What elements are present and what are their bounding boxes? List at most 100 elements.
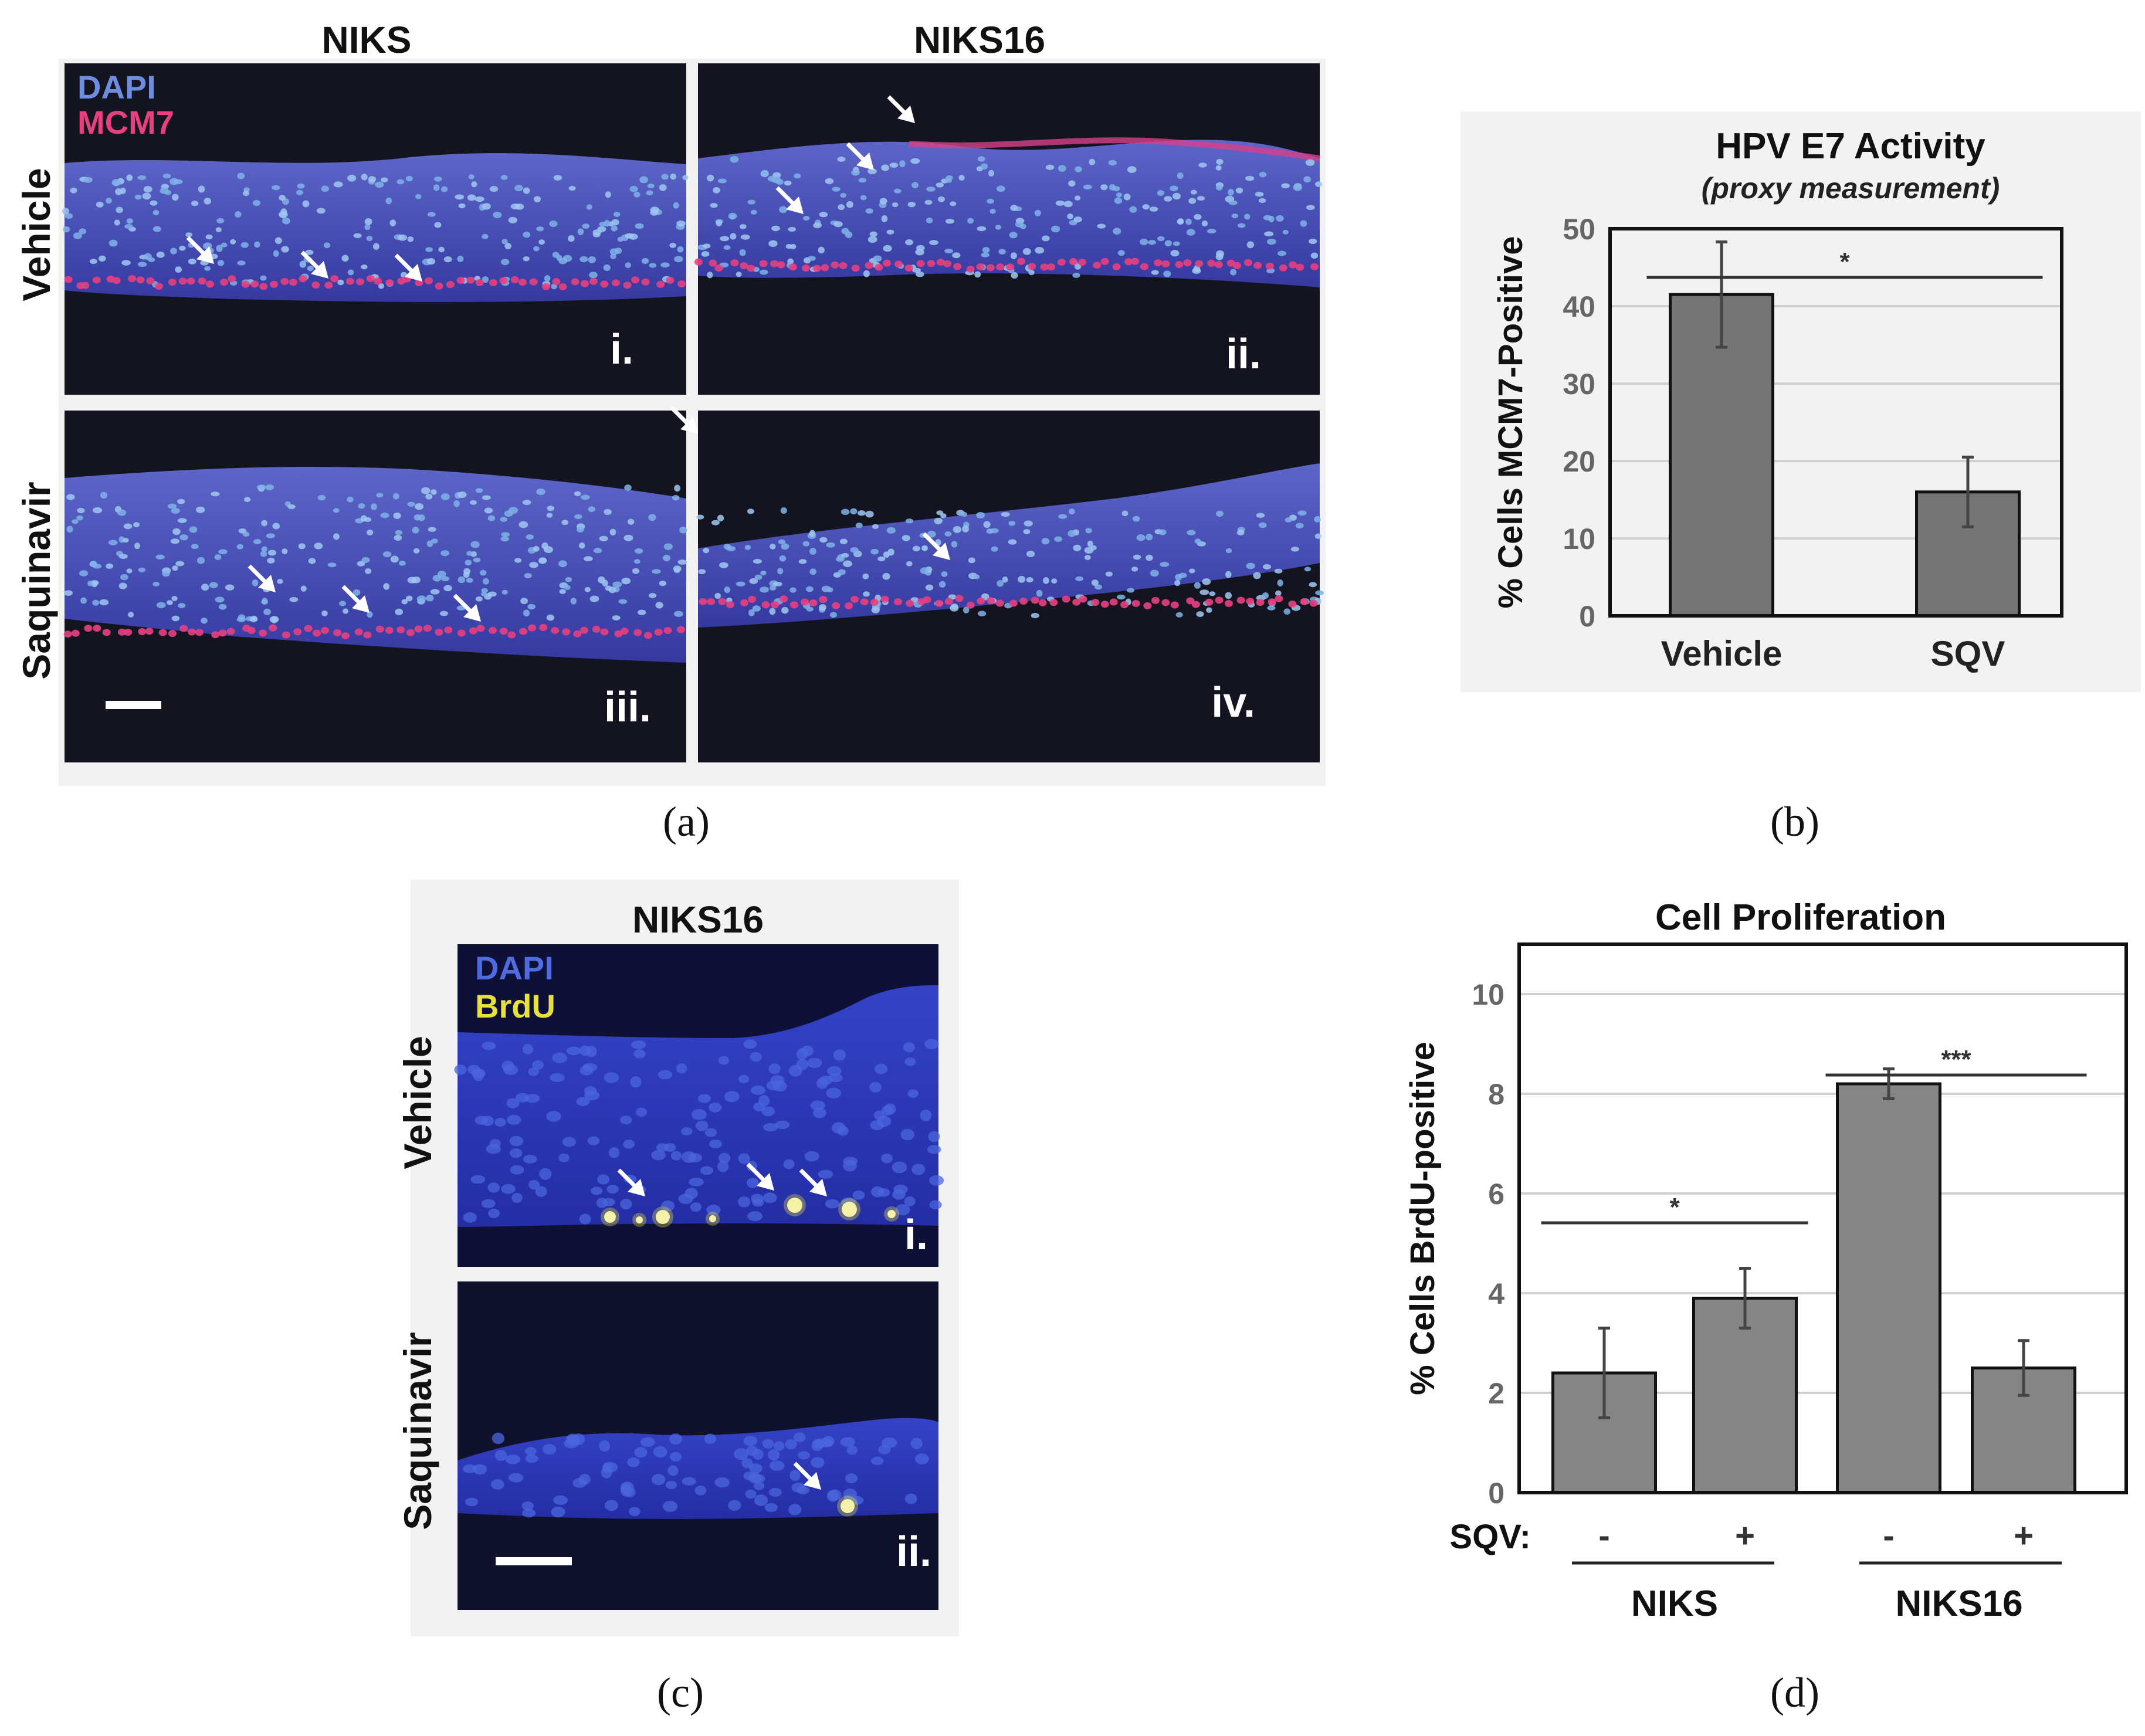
nucleus — [463, 1464, 477, 1473]
nucleus — [116, 206, 123, 213]
nucleus — [175, 561, 185, 567]
nucleus — [376, 493, 384, 498]
nucleus — [357, 561, 365, 567]
mcm7-positive-nucleus — [955, 595, 964, 602]
nucleus — [142, 192, 151, 200]
nucleus — [235, 211, 242, 218]
mcm7-positive-nucleus — [93, 625, 101, 632]
nucleus — [1282, 229, 1289, 235]
nucleus — [508, 1473, 524, 1483]
nucleus — [789, 1470, 801, 1481]
nucleus — [252, 579, 259, 586]
nuclei-tile-i — [62, 172, 689, 290]
mcm7-positive-nucleus — [935, 599, 944, 607]
nucleus — [1236, 530, 1245, 536]
mcm7-positive-nucleus — [499, 628, 508, 635]
nucleus — [743, 1039, 757, 1049]
mcm7-positive-nucleus — [953, 263, 962, 270]
nucleus — [80, 597, 87, 604]
nucleus — [296, 189, 304, 195]
mcm7-positive-nucleus — [138, 628, 147, 635]
nucleus — [282, 548, 288, 554]
nucleus — [172, 528, 181, 535]
nucleus — [1024, 520, 1033, 527]
nucleus — [1158, 529, 1167, 535]
mcm7-positive-nucleus — [562, 628, 571, 636]
nucleus — [768, 1063, 781, 1074]
nucleus — [983, 521, 991, 528]
nucleus — [148, 257, 155, 262]
nucleus — [718, 1056, 730, 1065]
nucleus — [737, 1196, 751, 1208]
nucleus — [394, 534, 402, 541]
arrow-head — [680, 416, 698, 434]
mcm7-positive-nucleus — [1310, 263, 1319, 270]
nucleus — [584, 586, 591, 592]
nucleus — [631, 1040, 646, 1049]
nucleus — [433, 177, 442, 182]
mcm7-positive-nucleus — [1120, 601, 1129, 609]
nucleus — [649, 263, 656, 268]
nucleus — [143, 186, 153, 193]
nucleus — [902, 535, 910, 541]
mcm7-positive-nucleus — [943, 260, 952, 267]
mcm7-positive-nucleus — [269, 624, 277, 632]
nucleus — [802, 215, 810, 221]
mcm7-positive-nucleus — [1028, 263, 1036, 270]
nucleus — [911, 182, 919, 188]
nucleus — [574, 514, 582, 520]
nucleus — [664, 1143, 676, 1152]
nucleus — [66, 525, 73, 533]
mcm7-positive-nucleus — [611, 279, 620, 287]
mcm7-positive-nucleus — [541, 283, 550, 290]
nucleus — [570, 598, 577, 605]
nucleus — [586, 204, 592, 210]
mcm7-positive-nucleus — [966, 601, 975, 609]
mcm7-positive-nucleus — [259, 283, 268, 290]
nucleus — [1277, 579, 1283, 586]
nucleus — [489, 186, 499, 192]
nucleus — [70, 187, 77, 194]
nucleus — [543, 1444, 557, 1455]
nucleus — [482, 203, 491, 210]
nucleus — [272, 523, 280, 530]
nucleus — [278, 211, 288, 218]
mcm7-positive-nucleus — [102, 629, 111, 636]
nucleus — [822, 1436, 835, 1447]
nucleus — [1127, 166, 1137, 173]
nucleus — [559, 589, 566, 594]
nucleus — [813, 1107, 826, 1118]
mcm7-positive-nucleus — [620, 628, 629, 635]
nucleus — [1290, 547, 1300, 552]
nucleus — [527, 603, 536, 610]
y-tick-label: 4 — [1488, 1277, 1504, 1310]
nucleus — [858, 178, 867, 183]
nucleus — [748, 1472, 762, 1484]
mcm7-positive-nucleus — [489, 279, 497, 287]
nucleus — [1174, 579, 1181, 586]
mcm7-positive-nucleus — [1057, 259, 1066, 266]
nucleus — [473, 1464, 487, 1475]
nucleus — [413, 548, 420, 554]
nucleus — [529, 562, 538, 568]
nucleus — [1246, 241, 1255, 249]
arrow-head — [628, 1179, 645, 1196]
nucleus — [609, 248, 619, 255]
nucleus — [1011, 272, 1018, 279]
nucleus — [670, 1151, 682, 1161]
nuclei-tile-ii — [694, 156, 1323, 279]
nucleus — [364, 223, 371, 230]
y-tick-label: 30 — [1563, 368, 1595, 401]
nucleus — [162, 571, 170, 577]
nucleus — [924, 1039, 939, 1049]
nucleus — [841, 228, 849, 235]
nucleus — [160, 188, 169, 194]
arrow-head — [757, 1173, 774, 1191]
nucleus — [500, 517, 507, 522]
nucleus — [1126, 588, 1135, 593]
nucleus — [892, 1161, 907, 1174]
mcm7-positive-nucleus — [904, 264, 913, 272]
nucleus — [938, 196, 945, 202]
nucleus — [1028, 269, 1035, 276]
